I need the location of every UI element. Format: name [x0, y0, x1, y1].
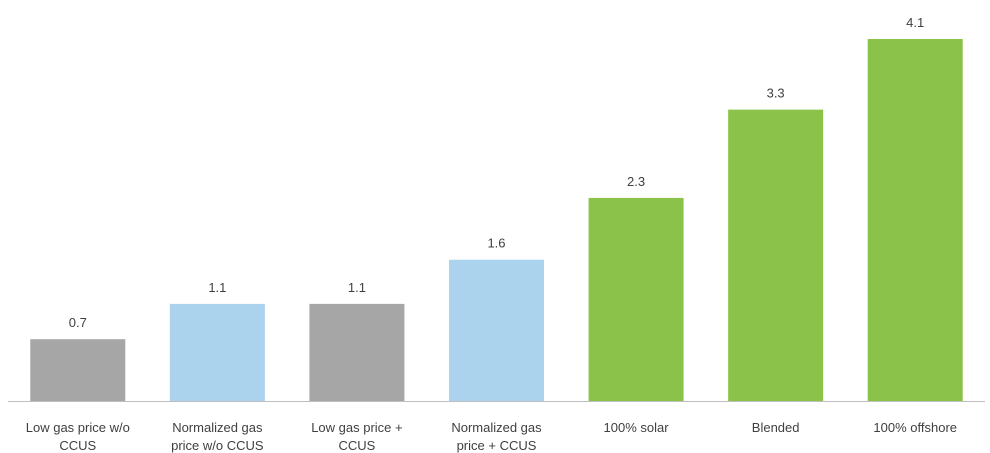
- category-label-1: Normalized gas price w/o CCUS: [171, 420, 264, 453]
- bar-1: [169, 303, 265, 401]
- value-label-1: 1.1: [208, 280, 226, 295]
- category-labels-group: Low gas price w/o CCUS Normalized gas price…: [26, 420, 957, 453]
- category-label-5: Blended: [752, 420, 800, 435]
- category-label-6: 100% offshore: [873, 420, 957, 435]
- value-label-2: 1.1: [348, 280, 366, 295]
- bar-0: [30, 339, 126, 401]
- value-label-3: 1.6: [487, 236, 505, 251]
- bar-4: [588, 197, 684, 401]
- category-label-3: Normalized gas price + CCUS: [451, 420, 542, 453]
- bar-2: [309, 303, 405, 401]
- bar-6: [867, 39, 963, 401]
- value-label-5: 3.3: [767, 86, 785, 101]
- value-label-4: 2.3: [627, 174, 645, 189]
- bar-5: [728, 109, 824, 401]
- category-label-0: Low gas price w/o CCUS: [26, 420, 130, 453]
- value-label-6: 4.1: [906, 15, 924, 30]
- bar-3: [449, 259, 544, 401]
- category-label-4: 100% solar: [604, 420, 670, 435]
- category-label-2: Low gas price + CCUS: [311, 420, 402, 453]
- value-label-0: 0.7: [69, 315, 87, 330]
- bars-group: [30, 39, 963, 401]
- value-labels-group: 0.7 1.1 1.1 1.6 2.3 3.3 4.1: [69, 15, 925, 330]
